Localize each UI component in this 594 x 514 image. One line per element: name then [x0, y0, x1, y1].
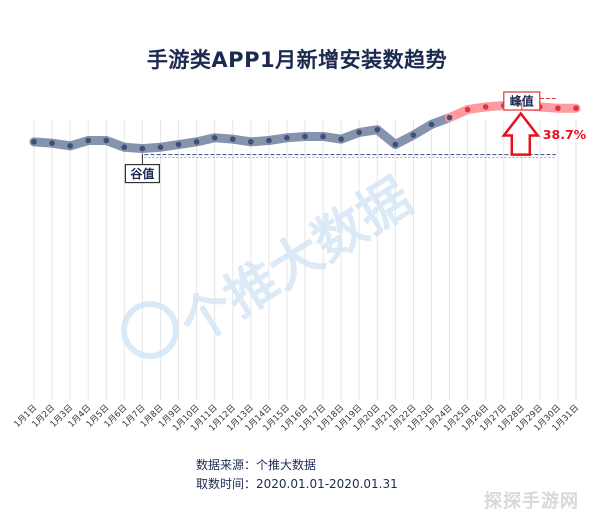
data-point: [157, 144, 164, 151]
data-point: [374, 126, 381, 133]
data-point: [103, 137, 110, 144]
data-point: [193, 139, 200, 145]
watermark-text: 个推大数据: [170, 167, 422, 356]
data-point: [302, 133, 308, 140]
data-point: [573, 105, 579, 112]
data-point: [464, 106, 471, 113]
series-points: [31, 102, 579, 152]
change-percent-label: 38.7%: [543, 127, 587, 142]
data-point: [320, 133, 326, 140]
data-point: [248, 139, 254, 145]
data-point: [428, 121, 435, 128]
increase-arrow-icon: [501, 111, 541, 156]
data-point: [284, 135, 290, 141]
data-point: [139, 145, 146, 152]
source-note: 数据来源：个推大数据 取数时间：2020.01.01-2020.01.31: [196, 456, 398, 494]
data-point: [555, 105, 561, 112]
data-point: [211, 135, 218, 141]
data-point: [266, 137, 272, 144]
data-point: [175, 141, 182, 148]
data-point: [229, 136, 236, 142]
data-point: [49, 140, 55, 146]
chart-grid: [33, 120, 577, 400]
data-point: [67, 143, 73, 149]
data-point: [482, 104, 489, 110]
site-watermark: 探探手游网: [484, 491, 579, 512]
valley-label-box: [124, 163, 161, 184]
watermark-logo-icon: [121, 301, 179, 359]
x-axis-ticks: 1月1日1月2日1月3日1月4日1月5日1月6日1月7日1月8日1月9日1月10…: [12, 403, 581, 434]
source-line: 数据来源：个推大数据: [196, 458, 317, 472]
date-range-line: 取数时间：2020.01.01-2020.01.31: [196, 477, 398, 491]
annotations: 谷值 峰值 38.7%: [124, 91, 587, 184]
data-point: [410, 132, 417, 138]
data-point: [121, 144, 128, 151]
data-point: [338, 136, 344, 142]
chart-title: 手游类APP1月新增安装数趋势: [146, 48, 448, 72]
valley-label: 谷值: [130, 166, 154, 181]
data-point: [85, 137, 91, 144]
data-point: [31, 139, 37, 145]
peak-label: 峰值: [510, 94, 534, 109]
data-point: [446, 114, 453, 121]
reference-lines: [144, 98, 558, 158]
data-point: [392, 141, 399, 148]
data-point: [356, 129, 363, 136]
